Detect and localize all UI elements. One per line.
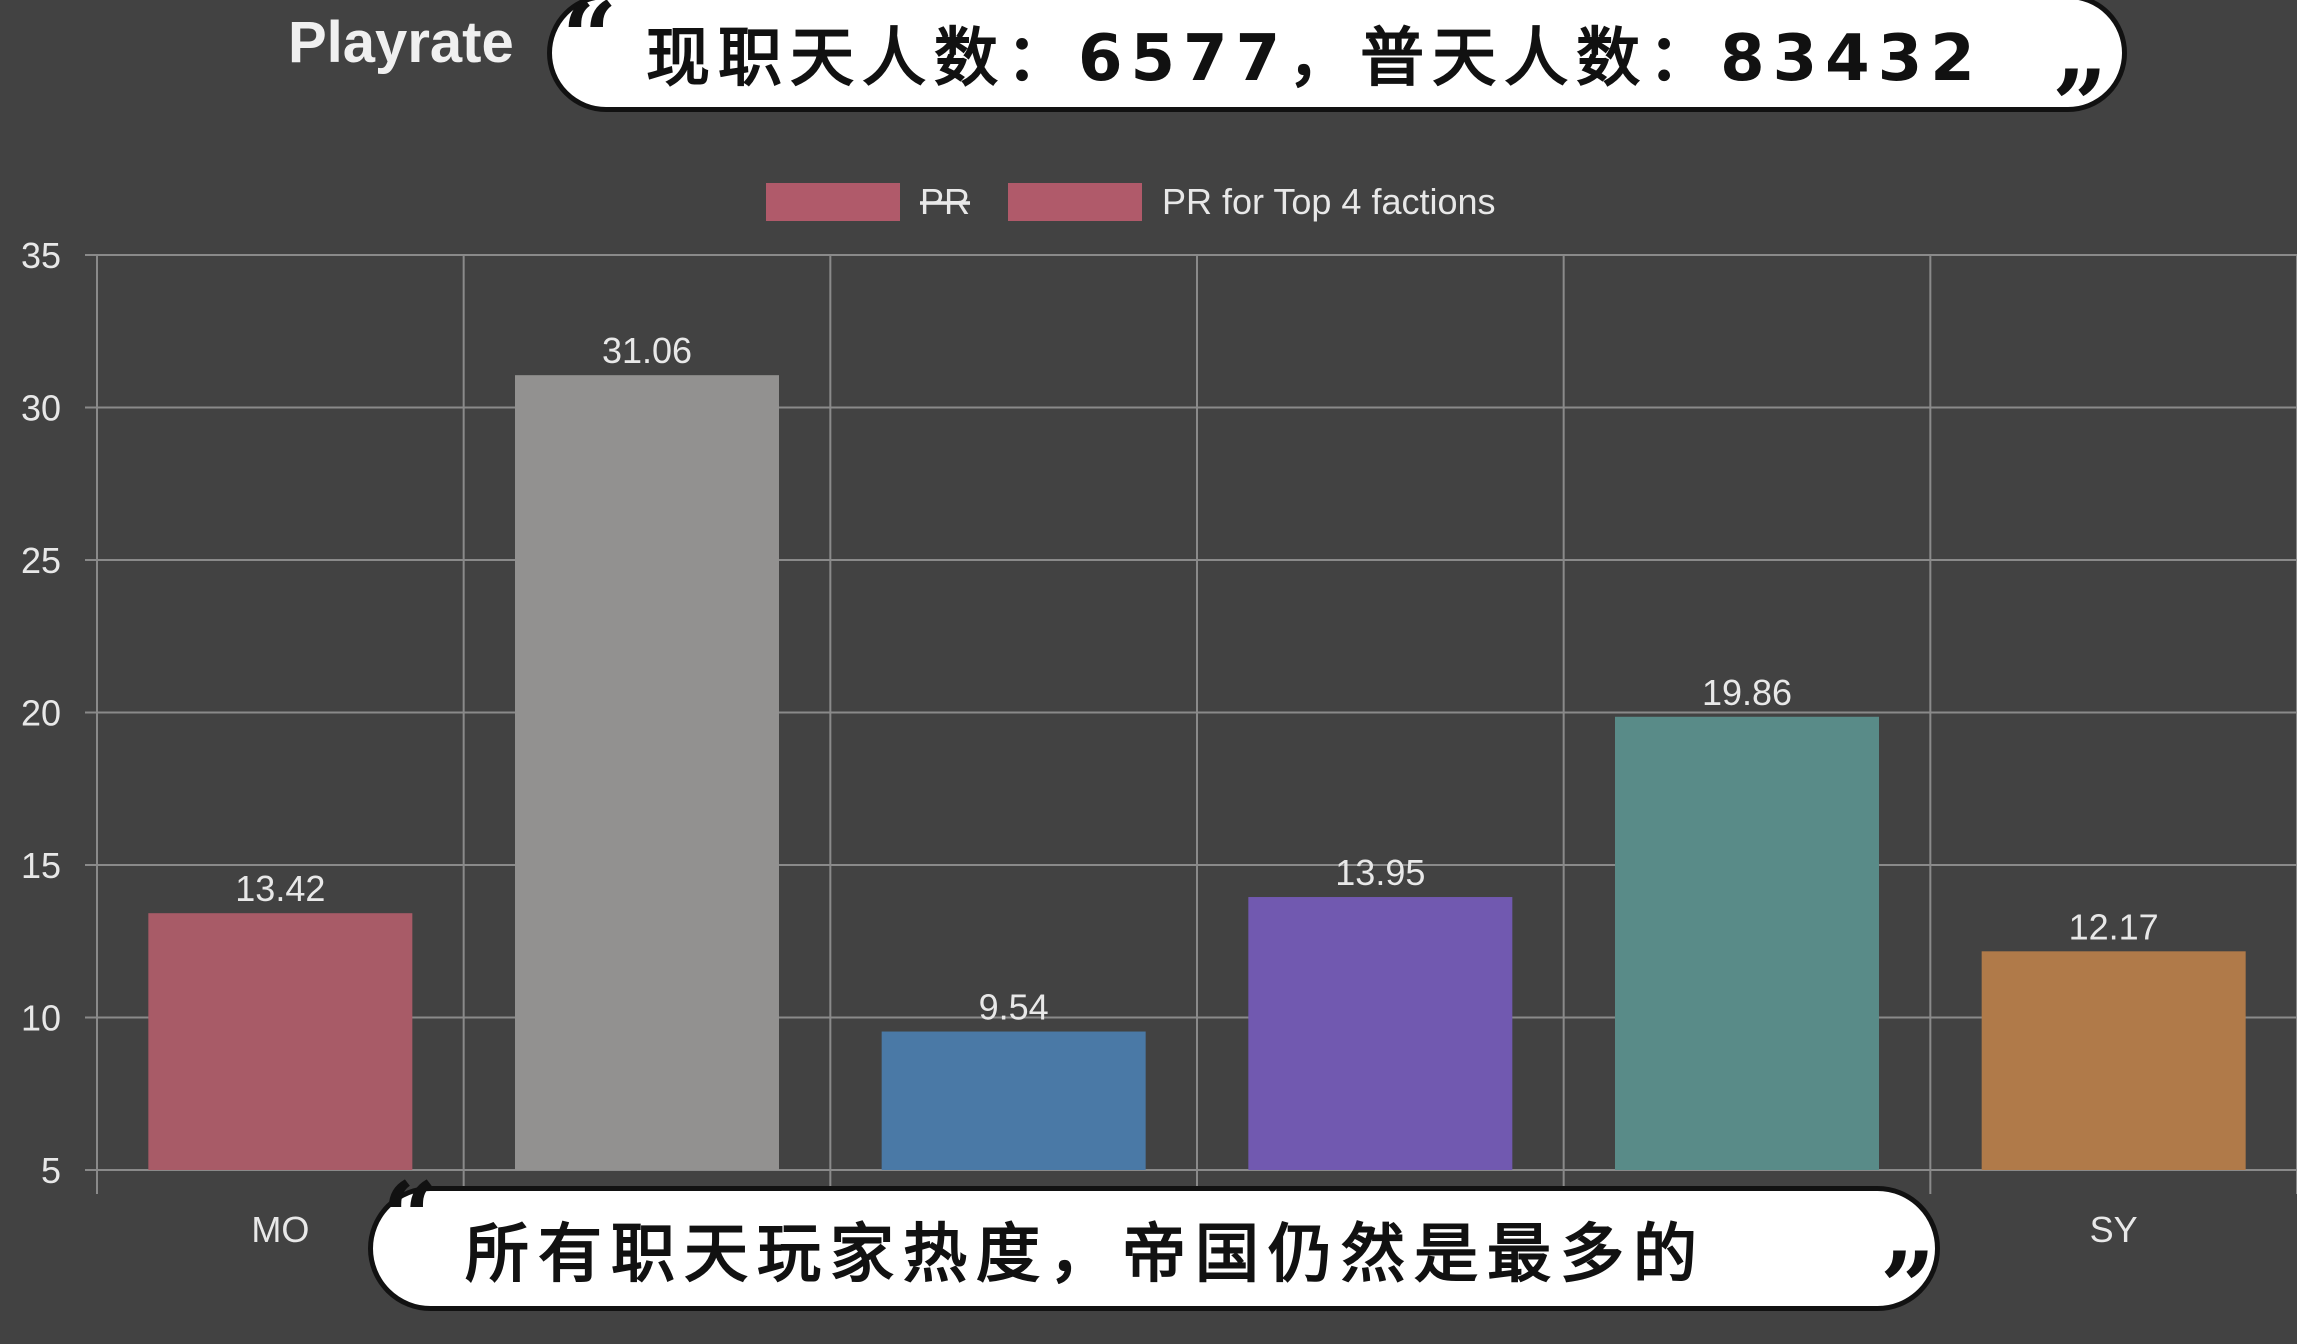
bar-value-labels: 13.42 31.06 9.54 13.95 19.86 12.17	[235, 330, 2158, 1027]
legend[interactable]: PR PR for Top 4 factions	[766, 181, 1496, 222]
bar[interactable]	[515, 375, 779, 1170]
grid-layer	[85, 254, 2297, 1194]
y-tick-label: 30	[21, 388, 61, 429]
legend-label[interactable]: PR	[920, 181, 970, 222]
legend-swatch[interactable]	[1008, 183, 1142, 221]
y-tick-label: 15	[21, 845, 61, 886]
x-axis-ticks: MO SY	[251, 1209, 2137, 1250]
legend-label[interactable]: PR for Top 4 factions	[1162, 181, 1496, 222]
bottom-close-quote: ”	[1880, 1231, 1936, 1344]
bar[interactable]	[1248, 897, 1513, 1170]
top-close-quote: ”	[2052, 49, 2108, 162]
y-tick-label: 20	[21, 693, 61, 734]
bar-value-label: 19.86	[1702, 672, 1792, 713]
top-caption-bubble: 现职天人数：6577，普天人数：83432	[547, 0, 2127, 112]
y-tick-label: 25	[21, 540, 61, 581]
bar[interactable]	[148, 913, 413, 1170]
bottom-caption-bubble: 所有职天玩家热度，帝国仍然是最多的	[368, 1186, 1940, 1311]
bar-value-label: 13.95	[1335, 852, 1425, 893]
bottom-caption-text: 所有职天玩家热度，帝国仍然是最多的	[465, 1217, 1706, 1292]
bottom-open-quote: “	[382, 1161, 438, 1274]
y-tick-label: 10	[21, 998, 61, 1039]
x-tick-label: MO	[251, 1209, 309, 1250]
bar-value-label: 31.06	[602, 330, 692, 371]
bar[interactable]	[1615, 716, 1879, 1170]
y-tick-label: 5	[41, 1150, 61, 1191]
x-tick-label: SY	[2090, 1209, 2138, 1250]
bar[interactable]	[1981, 951, 2246, 1170]
top-caption-text: 现职天人数：6577，普天人数：83432	[646, 22, 1983, 96]
bar-value-label: 13.42	[235, 868, 325, 909]
bar[interactable]	[881, 1031, 1146, 1170]
y-axis-ticks: 5 10 15 20 25 30 35	[21, 235, 61, 1191]
bar-value-label: 12.17	[2069, 906, 2159, 947]
bar-value-label: 9.54	[979, 987, 1049, 1028]
chart-title: Playrate	[288, 10, 514, 75]
top-open-quote: “	[562, 0, 618, 94]
bars	[148, 375, 2246, 1170]
legend-swatch[interactable]	[766, 183, 900, 221]
y-tick-label: 35	[21, 235, 61, 276]
